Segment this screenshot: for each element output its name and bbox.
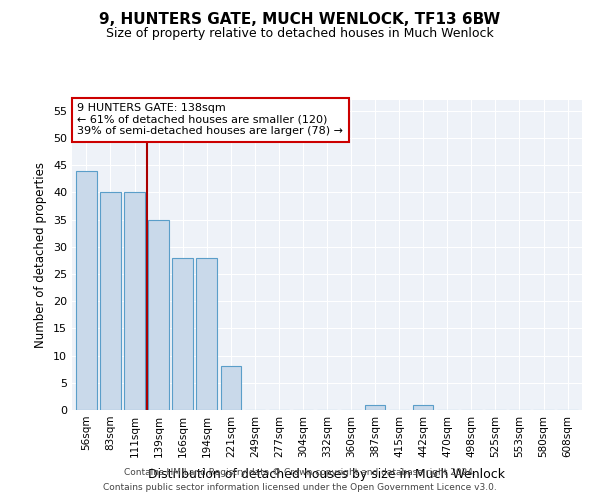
Text: Contains HM Land Registry data © Crown copyright and database right 2024.: Contains HM Land Registry data © Crown c…: [124, 468, 476, 477]
Bar: [76, 170, 97, 410]
Bar: [413, 404, 433, 410]
Bar: [196, 258, 217, 410]
Bar: [148, 220, 169, 410]
Bar: [172, 258, 193, 410]
X-axis label: Distribution of detached houses by size in Much Wenlock: Distribution of detached houses by size …: [149, 468, 505, 481]
Text: 9 HUNTERS GATE: 138sqm
← 61% of detached houses are smaller (120)
39% of semi-de: 9 HUNTERS GATE: 138sqm ← 61% of detached…: [77, 103, 343, 136]
Bar: [100, 192, 121, 410]
Bar: [124, 192, 145, 410]
Bar: [365, 404, 385, 410]
Text: Contains public sector information licensed under the Open Government Licence v3: Contains public sector information licen…: [103, 483, 497, 492]
Text: 9, HUNTERS GATE, MUCH WENLOCK, TF13 6BW: 9, HUNTERS GATE, MUCH WENLOCK, TF13 6BW: [100, 12, 500, 28]
Bar: [221, 366, 241, 410]
Text: Size of property relative to detached houses in Much Wenlock: Size of property relative to detached ho…: [106, 28, 494, 40]
Y-axis label: Number of detached properties: Number of detached properties: [34, 162, 47, 348]
